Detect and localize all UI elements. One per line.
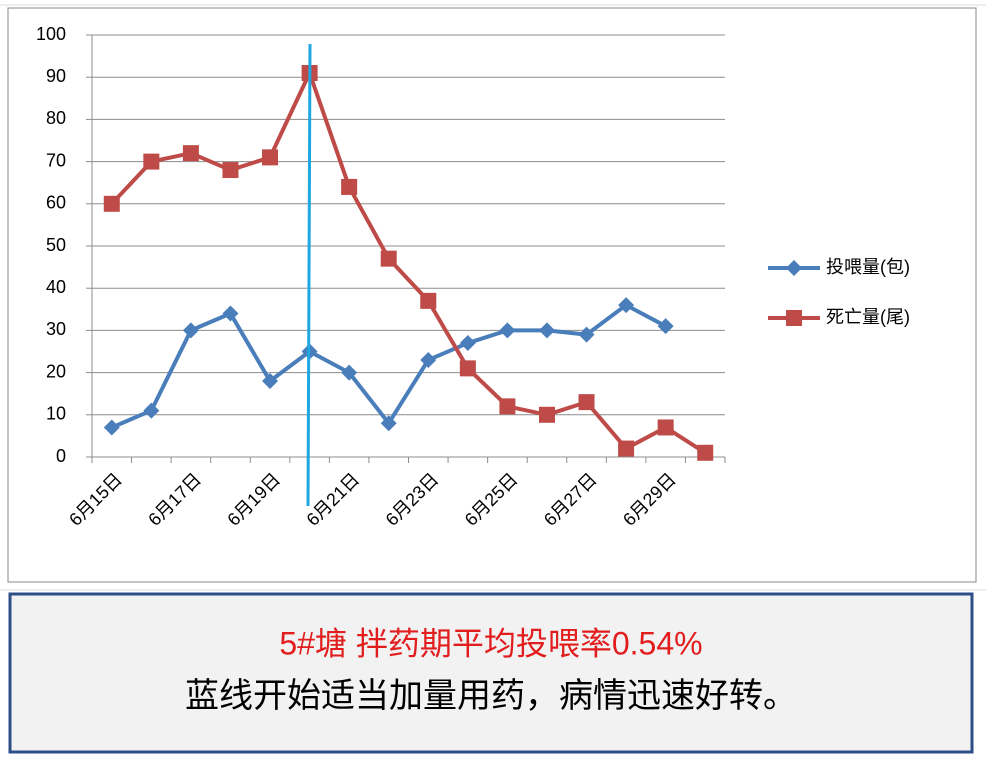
- point: [657, 419, 674, 436]
- sheet-grid: [0, 4, 986, 591]
- point: [103, 419, 120, 436]
- point: [578, 326, 595, 343]
- series-line: [110, 70, 707, 455]
- y-tick-label: 80: [46, 108, 66, 128]
- y-tick-label: 10: [46, 404, 66, 424]
- y-tick-label: 30: [46, 319, 66, 339]
- legend-marker: [786, 260, 802, 276]
- point: [618, 440, 635, 457]
- y-tick-label: 50: [46, 235, 66, 255]
- y-tick-label: 70: [46, 150, 66, 170]
- y-tick-label: 40: [46, 277, 66, 297]
- point: [182, 145, 199, 162]
- point: [380, 415, 397, 432]
- point: [657, 318, 674, 335]
- point: [538, 406, 555, 423]
- y-tick-label: 0: [56, 446, 66, 466]
- legend-label: 死亡量(尾): [826, 307, 910, 327]
- y-tick-label: 100: [36, 24, 66, 44]
- chart-frame: [7, 7, 977, 583]
- point: [420, 292, 437, 309]
- point: [420, 351, 437, 368]
- point: [538, 322, 555, 339]
- point: [222, 305, 239, 322]
- point: [103, 195, 120, 212]
- point: [143, 402, 160, 419]
- legend-marker: [786, 310, 802, 326]
- point: [341, 364, 358, 381]
- marker-line: [306, 43, 312, 507]
- note-title: 5#塘 拌药期平均投喂率0.54%: [279, 625, 702, 661]
- y-tick-label: 20: [46, 361, 66, 381]
- point: [499, 398, 516, 415]
- point: [499, 322, 516, 339]
- point: [459, 335, 476, 352]
- point: [380, 250, 397, 267]
- y-tick-label: 60: [46, 193, 66, 213]
- legend-label: 投喂量(包): [826, 257, 910, 277]
- note-box: [8, 592, 974, 754]
- point: [143, 153, 160, 170]
- y-tick-label: 90: [46, 66, 66, 86]
- note-text: 蓝线开始适当加量用药，病情迅速好转。: [185, 677, 797, 715]
- point: [262, 373, 279, 390]
- point: [618, 297, 635, 314]
- point: [697, 444, 714, 461]
- point: [182, 322, 199, 339]
- point: [459, 360, 476, 377]
- point: [262, 149, 279, 166]
- point: [578, 394, 595, 411]
- point: [341, 178, 358, 195]
- point: [222, 162, 239, 179]
